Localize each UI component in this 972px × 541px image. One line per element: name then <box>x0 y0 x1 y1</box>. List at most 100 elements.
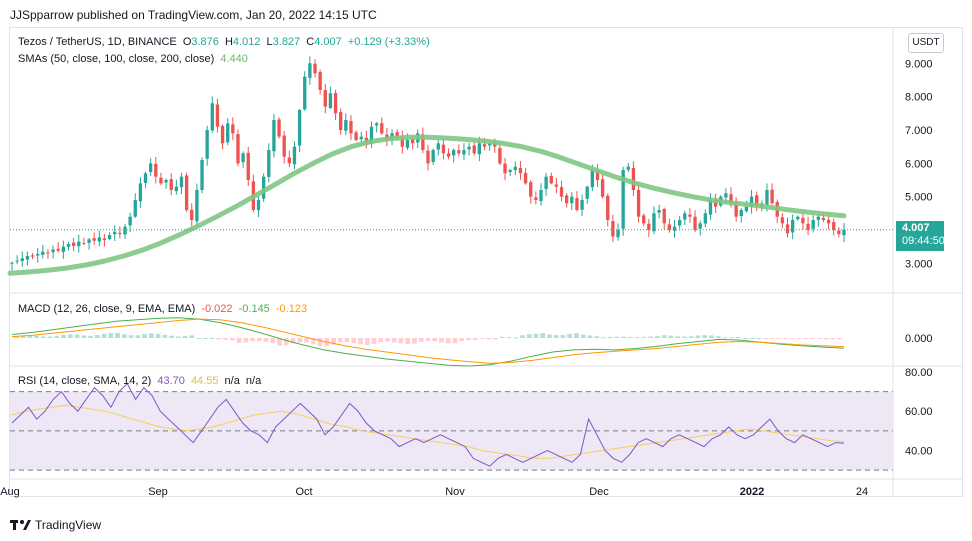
candle-body <box>349 121 353 134</box>
macd-hist-bar <box>763 338 768 339</box>
macd-hist-bar <box>682 336 687 338</box>
macd-hist-bar <box>513 337 519 339</box>
candle-body <box>780 217 785 224</box>
macd-hist-bar <box>27 335 33 338</box>
candle-body <box>729 194 733 204</box>
macd-hist-bar <box>499 336 505 338</box>
main-legend: Tezos / TetherUS, 1D, BINANCE O3.876 H4.… <box>18 36 433 48</box>
candle-body <box>693 216 697 230</box>
candle-body <box>92 238 96 241</box>
macd-hist-bar <box>40 336 46 338</box>
macd-title[interactable]: MACD (12, 26, close, 9, EMA, EMA) <box>18 303 196 315</box>
price-tick-label: 9.000 <box>905 58 933 70</box>
candle-body <box>30 255 35 257</box>
macd-hist-bar <box>263 338 269 342</box>
candle-body <box>652 213 656 232</box>
macd-hist-bar <box>506 337 512 339</box>
candle-body <box>724 193 728 198</box>
macd-hist-bar <box>182 335 188 338</box>
candle-body <box>184 175 189 210</box>
macd-hist-bar <box>641 336 647 338</box>
macd-hist-bar <box>540 333 546 338</box>
candle-body <box>267 150 271 177</box>
macd-hist-bar <box>216 338 222 340</box>
candle-body <box>226 123 230 143</box>
candle-body <box>36 254 40 256</box>
candle-body <box>518 167 523 174</box>
macd-hist-bar <box>648 336 654 338</box>
macd-hist-bar <box>452 338 458 344</box>
candle-body <box>128 216 132 226</box>
candle-body <box>755 195 759 207</box>
candle-body <box>421 134 425 150</box>
currency-button[interactable]: USDT <box>908 33 944 53</box>
rsi-title[interactable]: RSI (14, close, SMA, 14, 2) <box>18 375 152 387</box>
candle-body <box>297 110 302 146</box>
macd-hist-bar <box>378 338 384 343</box>
macd-hist-bar <box>418 338 424 342</box>
candle-body <box>457 150 461 154</box>
macd-signal-value: -0.123 <box>275 303 308 315</box>
rsi-tick-label: 60.00 <box>905 406 933 418</box>
candle-body <box>164 180 168 183</box>
candle-body <box>595 171 600 180</box>
macd-hist-bar <box>331 338 336 345</box>
sma-title[interactable]: SMAs (50, close, 100, close, 200, close) <box>18 53 215 65</box>
macd-hist-bar <box>668 335 674 338</box>
candle-body <box>508 170 512 173</box>
macd-tick-label: 0.000 <box>905 333 933 345</box>
candle-body <box>169 179 173 190</box>
macd-hist-bar <box>628 336 633 338</box>
rsi-legend: RSI (14, close, SMA, 14, 2) 43.70 44.55 … <box>18 375 264 387</box>
candle-body <box>323 90 327 107</box>
candle-body <box>446 153 451 157</box>
candle-body <box>282 135 286 157</box>
candle-body <box>410 139 415 144</box>
x-tick-label: Sep <box>148 486 168 498</box>
candle-body <box>826 219 831 224</box>
macd-hist-bar <box>837 338 842 340</box>
candle-body <box>564 195 569 204</box>
candle-body <box>452 150 456 156</box>
macd-hist-bar <box>715 336 721 338</box>
close-label: C <box>306 36 315 48</box>
macd-hist-bar <box>169 335 174 338</box>
candle-body <box>380 123 384 134</box>
candle-body <box>102 238 107 240</box>
rsi-na-2: n/a <box>245 375 262 387</box>
candle-body <box>631 167 636 190</box>
candle-body <box>683 213 687 220</box>
footer-brand[interactable]: TradingView <box>10 518 101 532</box>
macd-hist-bar <box>196 338 201 339</box>
candle-body <box>426 150 430 164</box>
macd-hist-bar <box>223 338 228 340</box>
candle-body <box>580 200 584 210</box>
high-label: H <box>224 36 233 48</box>
macd-hist-bar <box>526 334 532 338</box>
macd-hist-bar <box>749 338 755 339</box>
macd-hist-bar <box>54 335 60 338</box>
candle-body <box>303 76 307 110</box>
candle-body <box>56 248 60 251</box>
macd-hist-bar <box>466 338 471 341</box>
macd-hist-bar <box>790 338 795 339</box>
macd-hist-bar <box>148 333 154 338</box>
candle-body <box>642 215 646 224</box>
price-tick-label: 7.000 <box>905 125 933 137</box>
candle-body <box>20 258 24 262</box>
last-price-tag: 4.007 09:44:50 <box>896 221 945 251</box>
macd-hist-bar <box>472 338 478 341</box>
macd-hist-bar <box>783 338 788 339</box>
candle-body <box>621 170 625 229</box>
macd-hist-bar <box>823 338 829 340</box>
rsi-value: 43.70 <box>157 375 185 387</box>
macd-hist-bar <box>574 333 579 338</box>
macd-hist-bar <box>81 335 87 338</box>
candle-body <box>123 226 127 235</box>
candle-body <box>600 179 605 197</box>
symbol-label[interactable]: Tezos / TetherUS, 1D, BINANCE <box>18 36 177 48</box>
candle-body <box>190 209 194 220</box>
macd-hist-bar <box>432 338 438 342</box>
macd-hist-bar <box>283 338 289 346</box>
